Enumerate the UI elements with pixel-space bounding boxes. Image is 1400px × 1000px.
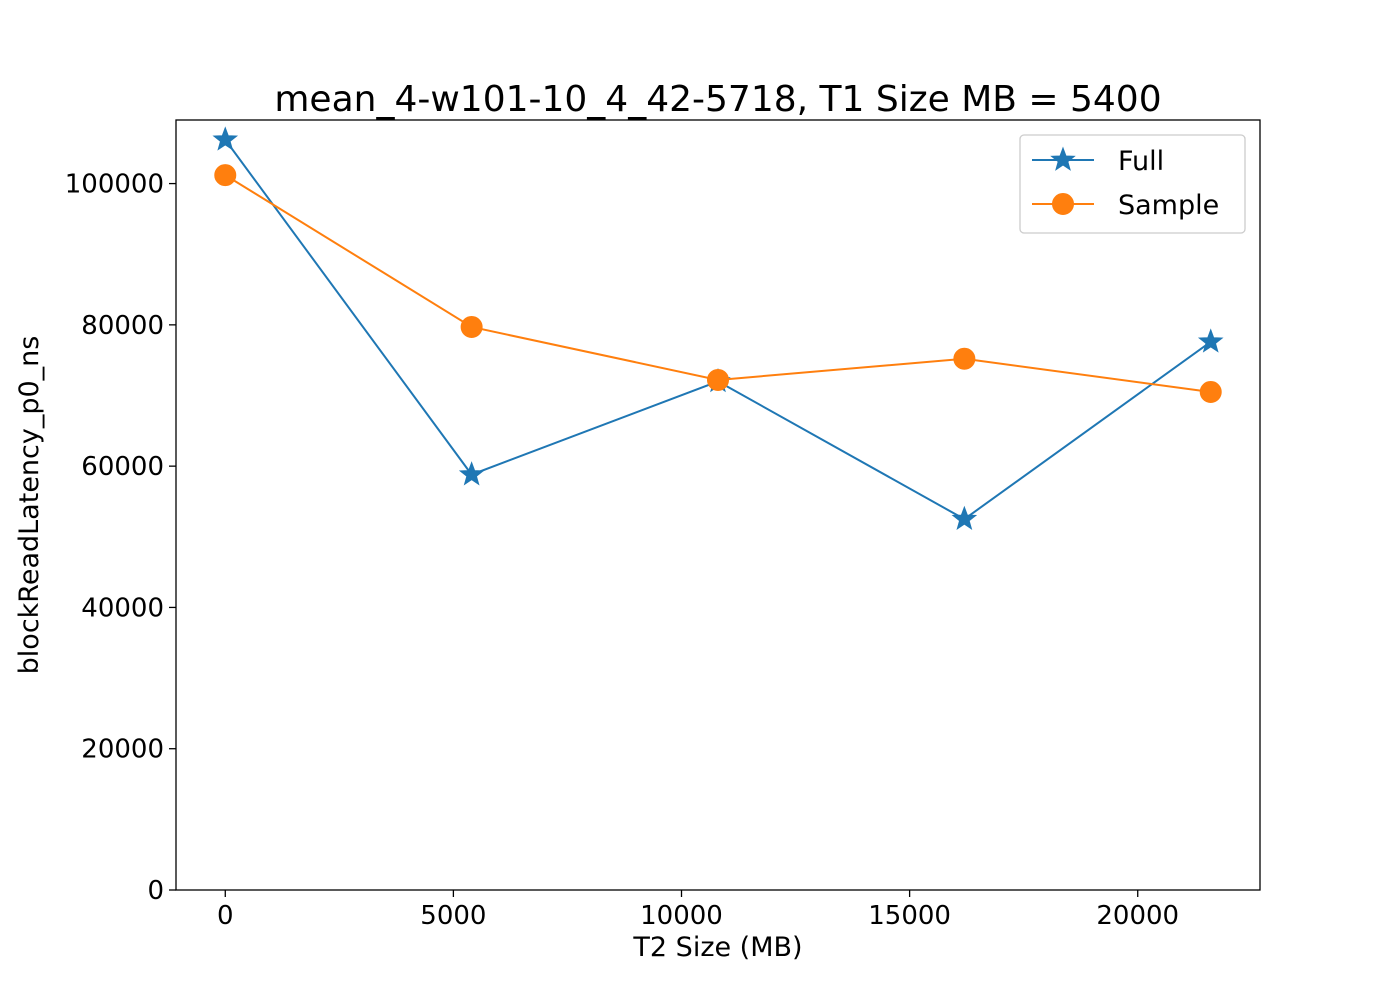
plot-area [212,126,1224,531]
x-tick-label: 15000 [868,901,951,931]
legend-marker [1052,193,1074,215]
x-axis-label: T2 Size (MB) [632,932,802,963]
y-tick-label: 20000 [81,735,164,765]
legend-marker [1050,146,1076,171]
y-axis: 0 20000 40000 60000 80000 100000 [65,170,176,906]
data-point-full [951,505,978,531]
x-tick-label: 0 [217,901,234,931]
data-point-sample [707,368,729,391]
x-tick-label: 20000 [1096,901,1179,931]
x-tick-label: 5000 [420,901,486,931]
data-point-full [458,461,485,486]
legend-item-sample: Sample [1032,190,1219,221]
y-tick-label: 80000 [81,311,164,341]
legend-item-full: Full [1032,146,1164,177]
data-point-sample [214,164,237,187]
series-sample [214,164,1222,403]
legend-label: Sample [1118,190,1219,221]
y-tick-label: 100000 [65,170,164,200]
x-tick-label: 10000 [640,901,723,931]
y-tick-label: 40000 [81,593,164,623]
legend-label: Full [1118,146,1164,177]
chart-title: mean_4-w101-10_4_42-5718, T1 Size MB = 5… [274,79,1161,120]
y-axis-label: blockReadLatency_p0_ns [14,336,45,675]
y-tick-label: 60000 [81,452,164,482]
data-point-sample [953,347,976,370]
x-axis: 0 5000 10000 15000 20000 [217,890,1179,931]
y-tick-label: 0 [147,876,164,906]
legend: Full Sample [1019,134,1246,234]
data-point-full [1197,328,1224,353]
data-point-full [212,126,239,151]
plot-frame [175,119,1261,891]
data-point-sample [460,315,483,338]
data-point-sample [1199,380,1222,403]
